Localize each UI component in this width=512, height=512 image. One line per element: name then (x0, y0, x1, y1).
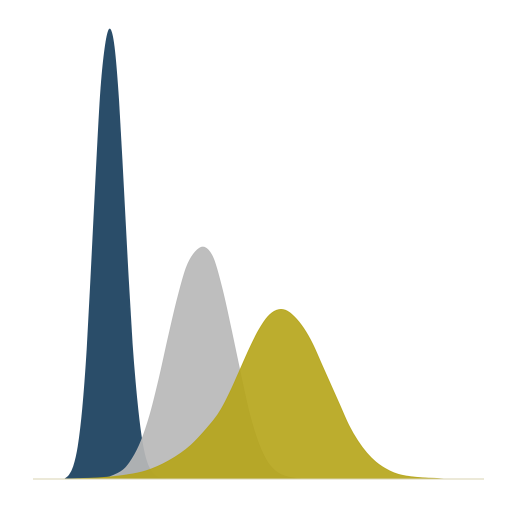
density-area-series-3 (60, 309, 475, 480)
series-layer (60, 28, 475, 480)
